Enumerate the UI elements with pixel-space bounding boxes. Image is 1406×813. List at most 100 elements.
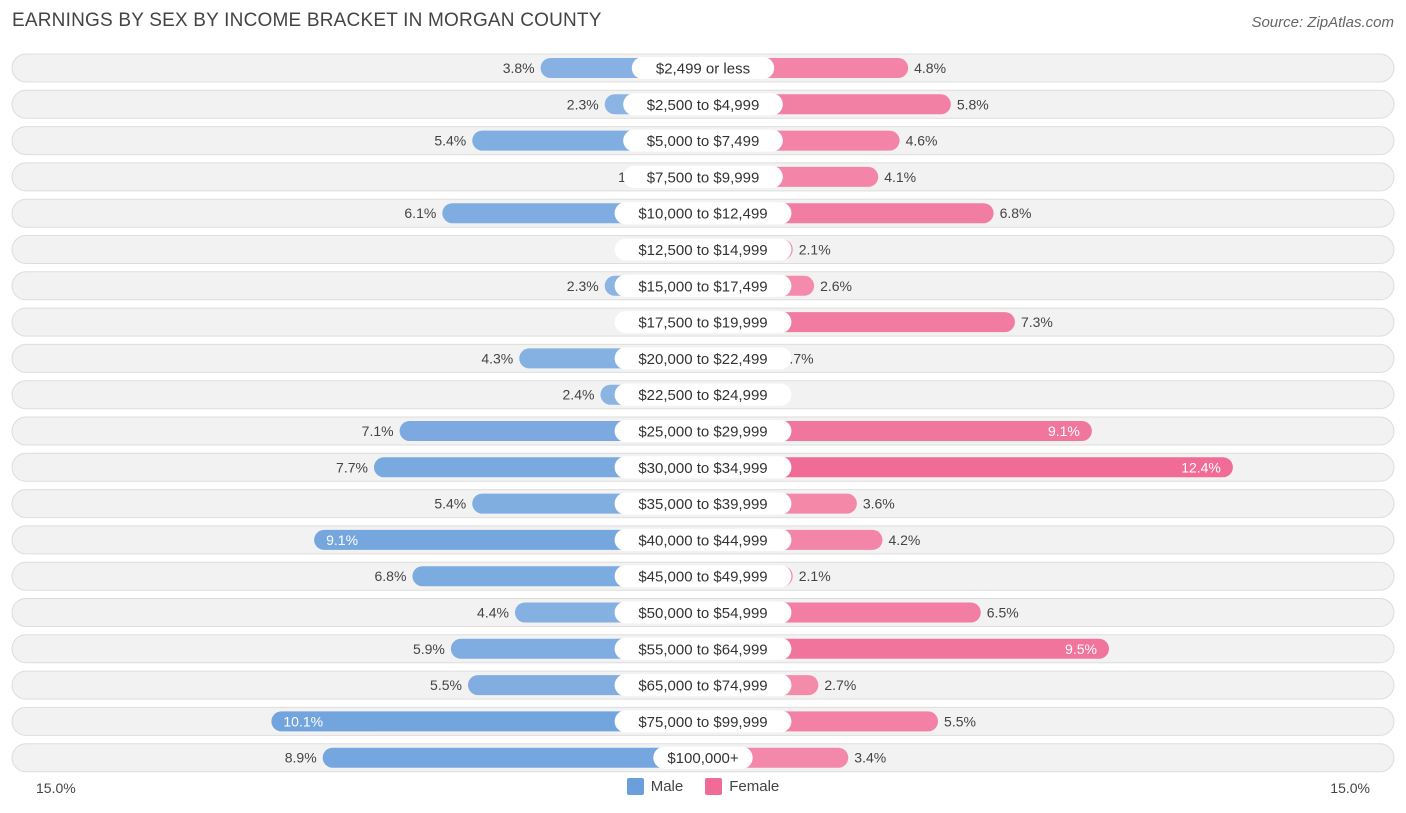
category-pill	[614, 383, 792, 406]
category-label: $40,000 to $44,999	[638, 532, 767, 549]
male-value-label: 7.7%	[336, 459, 368, 475]
chart-row: 6.8% 2.1% $45,000 to $49,999	[11, 561, 1395, 591]
category-pill	[614, 420, 792, 442]
source-credit: Source: ZipAtlas.com	[1251, 14, 1394, 31]
category-pill	[614, 528, 792, 551]
legend: Male Female	[0, 778, 1406, 795]
category-pill	[614, 710, 792, 733]
chart-row: 3.8% 4.8% $2,499 or less	[11, 53, 1395, 83]
axis-label-left: 15.0%	[36, 780, 76, 796]
legend-item-female: Female	[705, 778, 779, 795]
category-pill	[614, 674, 792, 697]
male-value-label: 2.3%	[567, 96, 599, 112]
category-label: $22,500 to $24,999	[638, 387, 767, 404]
female-value-label: 2.1%	[799, 242, 831, 258]
female-value-label: 4.8%	[914, 60, 946, 76]
male-value-label: 7.1%	[362, 423, 394, 439]
chart-row: 7.7% 12.4% $30,000 to $34,999	[11, 452, 1395, 482]
male-value-label: 6.1%	[404, 205, 436, 221]
category-pill	[614, 456, 792, 479]
chart-row: 4.4% 6.5% $50,000 to $54,999	[11, 598, 1395, 627]
chart-row: 5.4% 4.6% $5,000 to $7,499	[11, 126, 1395, 156]
chart-row: 2.4%1.1%$22,500 to $24,999	[11, 380, 1395, 410]
category-label: $75,000 to $99,999	[638, 714, 767, 731]
male-bar	[322, 747, 703, 768]
chart-row: 5.5% 2.7% $65,000 to $74,999	[11, 670, 1395, 700]
female-value-label: 7.3%	[1021, 314, 1053, 330]
category-pill	[623, 165, 783, 188]
category-label: $65,000 to $74,999	[638, 678, 767, 695]
category-pill	[614, 347, 792, 370]
male-bar	[314, 529, 703, 550]
category-label: $45,000 to $49,999	[638, 569, 767, 586]
male-value-label: 5.5%	[430, 677, 462, 693]
category-pill	[653, 746, 753, 769]
category-pill	[623, 129, 783, 152]
chart-row: 5.4% 3.6% $35,000 to $39,999	[11, 489, 1395, 519]
male-value-label: 4.3%	[481, 350, 513, 366]
chart-row: 4.3% 1.7%$20,000 to $22,499	[11, 343, 1395, 373]
legend-swatch-male	[626, 778, 644, 795]
chart-row: 9.1% 4.2% $40,000 to $44,999	[11, 525, 1395, 555]
category-label: $17,500 to $19,999	[638, 315, 767, 332]
category-label: $2,499 or less	[656, 61, 750, 78]
female-value-label: 9.1%	[1048, 423, 1080, 439]
category-label: $25,000 to $29,999	[638, 424, 767, 441]
category-label: $7,500 to $9,999	[647, 169, 760, 186]
male-value-label: 4.4%	[477, 605, 509, 621]
male-value-label: 2.4%	[563, 387, 595, 403]
axis-label-right: 15.0%	[1330, 780, 1370, 796]
chart-title: EARNINGS BY SEX BY INCOME BRACKET IN MOR…	[12, 10, 602, 31]
chart-row: 10.1% 5.5% $75,000 to $99,999	[11, 706, 1395, 736]
legend-label-female: Female	[729, 778, 780, 795]
category-pill	[614, 238, 792, 261]
female-value-label: 2.6%	[820, 278, 852, 294]
male-value-label: 8.9%	[285, 750, 317, 766]
female-bar	[703, 457, 1233, 478]
category-pill	[614, 492, 792, 515]
female-bar	[703, 638, 1109, 659]
category-pill	[614, 202, 792, 225]
category-pill	[614, 274, 792, 297]
category-label: $100,000+	[667, 750, 739, 767]
category-pill	[614, 565, 792, 588]
category-pill	[631, 57, 775, 79]
category-label: $20,000 to $22,499	[638, 351, 767, 368]
male-value-label: 5.4%	[434, 133, 466, 149]
male-bar	[271, 711, 703, 732]
chart-row: 0.62%7.3%$17,500 to $19,999	[11, 307, 1395, 337]
female-value-label: 2.7%	[824, 677, 856, 693]
category-pill	[614, 637, 792, 660]
category-label: $12,500 to $14,999	[638, 242, 767, 259]
category-label: $50,000 to $54,999	[638, 605, 767, 622]
female-value-label: 6.5%	[987, 605, 1019, 621]
female-value-label: 4.6%	[906, 133, 938, 149]
category-pill	[623, 93, 783, 116]
legend-item-male: Male	[626, 778, 684, 795]
female-value-label: 9.5%	[1065, 641, 1097, 657]
chart-row: 7.1% 9.1% $25,000 to $29,999	[11, 416, 1395, 446]
chart-row: 5.9% 9.5% $55,000 to $64,999	[11, 634, 1395, 664]
male-value-label: 5.4%	[434, 496, 466, 512]
female-value-label: 3.4%	[854, 750, 886, 766]
female-value-label: 6.8%	[1000, 205, 1032, 221]
legend-label-male: Male	[650, 778, 684, 795]
category-label: $30,000 to $34,999	[638, 460, 767, 477]
chart-row: 0.87%2.1%$12,500 to $14,999	[11, 235, 1395, 264]
male-value-label: 10.1%	[283, 713, 323, 729]
category-pill	[614, 311, 792, 334]
chart-row: 1.1%4.1%$7,500 to $9,999	[11, 162, 1395, 192]
category-label: $10,000 to $12,499	[638, 206, 767, 223]
chart-row: 2.3% 5.8% $2,500 to $4,999	[11, 89, 1395, 119]
female-value-label: 3.6%	[863, 496, 895, 512]
male-value-label: 6.8%	[374, 568, 406, 584]
female-value-label: 5.8%	[957, 96, 989, 112]
category-label: $15,000 to $17,499	[638, 278, 767, 295]
category-label: $55,000 to $64,999	[638, 641, 767, 658]
male-value-label: 5.9%	[413, 641, 445, 657]
female-value-label: 12.4%	[1181, 459, 1221, 475]
category-label: $35,000 to $39,999	[638, 496, 767, 513]
male-value-label: 2.3%	[567, 278, 599, 294]
chart-row: 8.9% 3.4% $100,000+	[11, 743, 1395, 773]
